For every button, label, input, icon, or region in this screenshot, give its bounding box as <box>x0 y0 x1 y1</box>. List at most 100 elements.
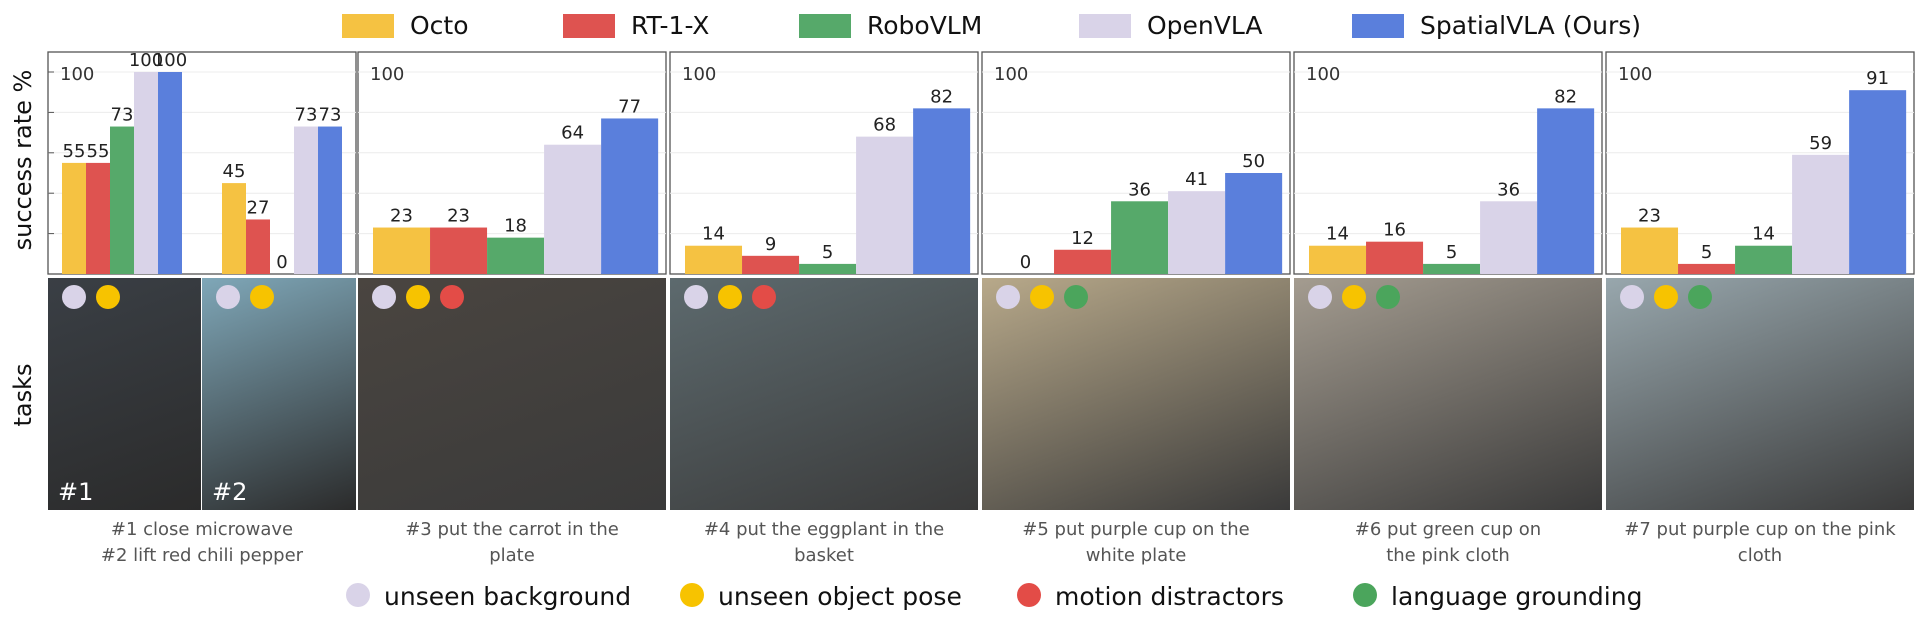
condition-dot <box>1654 285 1678 309</box>
condition-dot <box>718 285 742 309</box>
caption-line: #3 put the carrot in the <box>405 519 619 540</box>
caption-line: basket <box>794 545 854 566</box>
bar <box>1735 245 1793 274</box>
condition-legend-label: motion distractors <box>1055 582 1284 611</box>
bar-value-label: 0 <box>276 252 287 273</box>
condition-dot <box>440 285 464 309</box>
bar <box>246 219 270 274</box>
condition-legend-label: unseen object pose <box>718 582 962 611</box>
chart-panel: 100 14 16 5 36 82 <box>1293 51 1603 275</box>
bar <box>1792 154 1850 274</box>
bar <box>487 237 545 274</box>
condition-legend-dot <box>1017 583 1041 607</box>
bar-value-label: 36 <box>1497 179 1520 200</box>
bar <box>1168 191 1226 274</box>
caption-line: #1 close microwave <box>110 519 294 540</box>
condition-dot <box>1030 285 1054 309</box>
bar-value-label: 68 <box>873 115 896 136</box>
legend-label: OpenVLA <box>1147 11 1263 40</box>
task-photo <box>358 278 666 510</box>
y-tick-label: 100 <box>682 64 716 85</box>
legend-swatch <box>342 14 394 38</box>
bar-value-label: 5 <box>1701 242 1712 263</box>
bar <box>158 72 182 274</box>
condition-dot <box>1688 285 1712 309</box>
caption-line: #6 put green cup on <box>1354 519 1542 540</box>
bar-value-label: 12 <box>1071 228 1094 249</box>
bar-value-label: 36 <box>1128 179 1151 200</box>
task-caption: #7 put purple cup on the pink cloth <box>1606 517 1914 569</box>
task-caption: #1 close microwave #2 lift red chili pepp… <box>48 517 356 569</box>
y-tick-label: 100 <box>370 64 404 85</box>
bar-value-label: 41 <box>1185 169 1208 190</box>
task-photo-half: #2 <box>202 278 356 510</box>
condition-dot <box>62 285 86 309</box>
condition-dot <box>684 285 708 309</box>
bar <box>601 118 659 275</box>
bar <box>742 255 800 274</box>
condition-dot <box>372 285 396 309</box>
bar-value-label: 5 <box>1446 242 1457 263</box>
bar-value-label: 73 <box>319 105 342 126</box>
bar-value-label: 59 <box>1809 133 1832 154</box>
task-caption: #6 put green cup on the pink cloth <box>1294 517 1602 569</box>
bar-value-label: 18 <box>504 216 527 237</box>
condition-dot <box>996 285 1020 309</box>
bar <box>685 245 743 274</box>
photo-task-tag: #2 <box>212 478 248 506</box>
condition-legend-dot <box>1353 583 1377 607</box>
bar-value-label: 77 <box>618 96 641 117</box>
legend-swatch <box>1079 14 1131 38</box>
chart-panel: 100 0 12 36 41 50 <box>981 51 1291 275</box>
bar <box>1366 241 1424 274</box>
condition-dot <box>1376 285 1400 309</box>
bar <box>1054 249 1112 274</box>
task-caption: #4 put the eggplant in the basket <box>670 517 978 569</box>
task-photo <box>670 278 978 510</box>
bar <box>86 162 110 274</box>
caption-line: the pink cloth <box>1386 545 1510 566</box>
bar-value-label: 100 <box>129 50 163 71</box>
caption-line: #7 put purple cup on the pink <box>1624 519 1896 540</box>
bar <box>1225 173 1283 274</box>
chart-panel: 100 23 5 14 59 91 <box>1605 51 1915 275</box>
bar <box>294 126 318 274</box>
condition-dot <box>250 285 274 309</box>
task-photo <box>982 278 1290 510</box>
y-tick-label: 100 <box>60 64 94 85</box>
caption-line: plate <box>489 545 535 566</box>
bar <box>1849 90 1907 275</box>
legend-label: RT-1-X <box>631 11 710 40</box>
bar <box>1537 108 1595 274</box>
bar <box>134 72 158 274</box>
caption-line: #4 put the eggplant in the <box>703 519 945 540</box>
bar <box>1423 263 1481 274</box>
condition-legend: unseen background unseen object pose motio… <box>0 578 1920 618</box>
condition-dot <box>752 285 776 309</box>
bar <box>430 227 488 274</box>
bar <box>799 263 857 274</box>
bar <box>318 126 342 274</box>
condition-legend-dot <box>346 583 370 607</box>
bar-value-label: 14 <box>1752 224 1775 245</box>
bar-value-label: 14 <box>1326 224 1349 245</box>
bar <box>62 162 86 274</box>
bar <box>1480 201 1538 274</box>
condition-dot <box>96 285 120 309</box>
bar-value-label: 55 <box>63 141 86 162</box>
caption-line: #5 put purple cup on the <box>1022 519 1250 540</box>
condition-legend-label: unseen background <box>384 582 632 611</box>
bar <box>373 227 431 274</box>
bar-value-label: 73 <box>295 105 318 126</box>
bar-value-label: 23 <box>447 206 470 227</box>
bar <box>1678 263 1736 274</box>
bar-value-label: 16 <box>1383 220 1406 241</box>
bar-value-label: 64 <box>561 123 584 144</box>
condition-dot <box>1342 285 1366 309</box>
bar-value-label: 9 <box>765 234 776 255</box>
condition-dot <box>1064 285 1088 309</box>
bar-value-label: 14 <box>702 224 725 245</box>
caption-line: cloth <box>1737 545 1783 566</box>
bar <box>1621 227 1679 274</box>
